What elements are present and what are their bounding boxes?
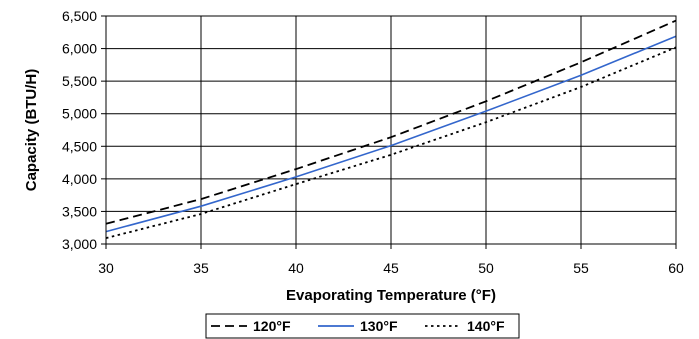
x-tick-label: 55 [573, 260, 589, 276]
legend-label-3: 140°F [467, 318, 505, 334]
legend-label-1: 120°F [253, 318, 291, 334]
y-tick-label: 3,000 [62, 236, 97, 252]
x-axis-title: Evaporating Temperature (°F) [286, 287, 496, 304]
grid-lines [106, 16, 676, 244]
x-tick-label: 60 [668, 260, 684, 276]
y-tick-label: 3,500 [62, 203, 97, 219]
y-axis-title: Capacity (BTU/H) [23, 69, 40, 192]
series-line-1 [105, 19, 677, 225]
x-tick-label: 40 [288, 260, 304, 276]
y-axis-ticks: 3,000 3,500 4,000 4,500 5,000 5,500 6,000 6,500 [62, 8, 106, 252]
series-layer [105, 19, 677, 239]
y-tick-label: 5,500 [62, 73, 97, 89]
legend-box [205, 313, 520, 339]
y-tick-label: 6,500 [62, 8, 97, 24]
legend: 120°F 130°F 140°F [205, 313, 520, 339]
x-tick-label: 35 [193, 260, 209, 276]
series-line-2 [105, 35, 677, 233]
x-tick-label: 50 [478, 260, 494, 276]
legend-label-2: 130°F [360, 318, 398, 334]
y-tick-label: 4,500 [62, 138, 97, 154]
y-tick-label: 4,000 [62, 171, 97, 187]
x-tick-label: 30 [98, 260, 114, 276]
x-tick-label: 45 [383, 260, 399, 276]
y-tick-label: 6,000 [62, 41, 97, 57]
y-tick-label: 5,000 [62, 106, 97, 122]
series-line-3 [105, 46, 677, 239]
x-axis-ticks: 30 35 40 45 50 55 60 [98, 244, 684, 276]
